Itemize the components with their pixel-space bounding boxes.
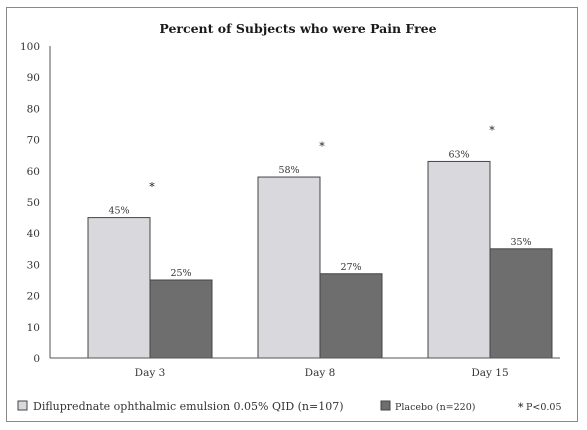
x-category-label: Day 8 [305, 367, 336, 379]
chart-title: Percent of Subjects who were Pain Free [159, 21, 436, 36]
y-tick-label: 80 [27, 103, 40, 115]
bar-difluprednate [257, 176, 321, 359]
data-label: 27% [340, 262, 361, 273]
significance-marker: * [319, 140, 325, 153]
y-tick-label: 30 [27, 259, 40, 271]
bar-difluprednate [427, 160, 491, 359]
significance-marker: * [149, 180, 155, 193]
y-tick-label: 70 [27, 135, 40, 147]
y-tick-label: 60 [27, 166, 40, 178]
y-axis: 0 10 20 30 40 50 60 70 80 90 100 [20, 41, 51, 365]
y-tick-label: 10 [27, 322, 40, 334]
x-axis: Day 3 Day 8 Day 15 [50, 357, 560, 379]
x-category-label: Day 15 [471, 367, 508, 379]
legend-swatch-difluprednate [17, 400, 28, 411]
bars-group: 45% 25% * 58% 27% * 63% 35% * [87, 124, 553, 359]
legend-label-placebo: Placebo (n=220) [395, 402, 475, 413]
data-label: 45% [108, 206, 129, 217]
significance-marker: * [489, 124, 495, 137]
bar-placebo [149, 279, 213, 359]
y-tick-label: 0 [33, 353, 40, 365]
x-category-label: Day 3 [135, 367, 166, 379]
data-label: 25% [170, 268, 191, 279]
y-tick-label: 40 [27, 228, 40, 240]
data-label: 63% [448, 149, 469, 160]
legend: Difluprednate ophthalmic emulsion 0.05% … [17, 400, 562, 414]
y-tick-label: 20 [27, 291, 40, 303]
y-tick-label: 90 [27, 72, 40, 84]
data-label: 58% [278, 165, 299, 176]
y-tick-label: 50 [27, 197, 40, 209]
y-tick-label: 100 [20, 41, 40, 53]
bar-placebo [489, 248, 553, 359]
bar-placebo [319, 273, 383, 359]
bar-difluprednate [87, 217, 151, 359]
data-label: 35% [510, 237, 531, 248]
legend-significance-marker: * [518, 401, 524, 414]
legend-swatch-placebo [380, 400, 391, 411]
legend-label-difluprednate: Difluprednate ophthalmic emulsion 0.05% … [33, 400, 344, 413]
legend-significance-label: P<0.05 [526, 402, 562, 413]
